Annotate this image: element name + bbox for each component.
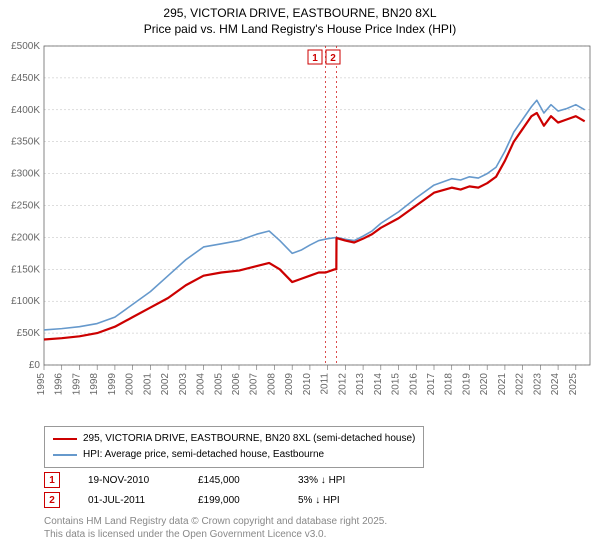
chart-container: 295, VICTORIA DRIVE, EASTBOURNE, BN20 8X… <box>0 0 600 560</box>
svg-text:£200K: £200K <box>11 232 40 243</box>
transaction-row: 1 19-NOV-2010 £145,000 33% ↓ HPI <box>44 470 418 490</box>
svg-text:2014: 2014 <box>373 373 384 396</box>
legend-row: HPI: Average price, semi-detached house,… <box>53 447 415 463</box>
title-line-2: Price paid vs. HM Land Registry's House … <box>144 22 456 36</box>
marker-number-icon: 2 <box>44 492 60 508</box>
svg-text:2000: 2000 <box>125 373 136 396</box>
chart-title: 295, VICTORIA DRIVE, EASTBOURNE, BN20 8X… <box>0 0 600 37</box>
svg-text:£0: £0 <box>29 360 41 371</box>
svg-text:2: 2 <box>330 53 336 64</box>
legend-swatch <box>53 438 77 440</box>
svg-text:2001: 2001 <box>142 373 153 396</box>
svg-text:2006: 2006 <box>231 373 242 396</box>
svg-text:2002: 2002 <box>160 373 171 396</box>
svg-text:2017: 2017 <box>426 373 437 396</box>
transaction-row: 2 01-JUL-2011 £199,000 5% ↓ HPI <box>44 490 418 510</box>
svg-text:2024: 2024 <box>550 373 561 396</box>
svg-text:2025: 2025 <box>568 373 579 396</box>
svg-text:2012: 2012 <box>337 373 348 396</box>
svg-text:1995: 1995 <box>36 373 47 396</box>
svg-text:2003: 2003 <box>178 373 189 396</box>
svg-text:1: 1 <box>312 53 318 64</box>
svg-text:2013: 2013 <box>355 373 366 396</box>
attribution: Contains HM Land Registry data © Crown c… <box>44 515 387 541</box>
legend-label: 295, VICTORIA DRIVE, EASTBOURNE, BN20 8X… <box>83 431 415 447</box>
transaction-date: 19-NOV-2010 <box>88 475 198 486</box>
svg-text:£350K: £350K <box>11 137 40 148</box>
svg-text:2023: 2023 <box>532 373 543 396</box>
svg-text:2015: 2015 <box>391 373 402 396</box>
transaction-markers: 1 19-NOV-2010 £145,000 33% ↓ HPI 2 01-JU… <box>44 470 418 510</box>
svg-text:1996: 1996 <box>54 373 65 396</box>
svg-text:£250K: £250K <box>11 201 40 212</box>
transaction-date: 01-JUL-2011 <box>88 495 198 506</box>
attribution-line-2: This data is licensed under the Open Gov… <box>44 529 326 540</box>
svg-text:1999: 1999 <box>107 373 118 396</box>
svg-text:2021: 2021 <box>497 373 508 396</box>
transaction-diff: 5% ↓ HPI <box>298 495 418 506</box>
svg-text:1997: 1997 <box>71 373 82 396</box>
svg-text:2019: 2019 <box>461 373 472 396</box>
legend-swatch <box>53 454 77 456</box>
svg-text:£150K: £150K <box>11 264 40 275</box>
svg-text:2016: 2016 <box>408 373 419 396</box>
legend-row: 295, VICTORIA DRIVE, EASTBOURNE, BN20 8X… <box>53 431 415 447</box>
attribution-line-1: Contains HM Land Registry data © Crown c… <box>44 516 387 527</box>
svg-text:2005: 2005 <box>213 373 224 396</box>
title-line-1: 295, VICTORIA DRIVE, EASTBOURNE, BN20 8X… <box>163 6 436 20</box>
transaction-price: £199,000 <box>198 495 298 506</box>
svg-text:2008: 2008 <box>266 373 277 396</box>
marker-number-icon: 1 <box>44 472 60 488</box>
chart-svg: £0 £50K £100K £150K £200K £250K £300K £350K £400… <box>0 40 600 420</box>
transaction-diff: 33% ↓ HPI <box>298 475 418 486</box>
transaction-price: £145,000 <box>198 475 298 486</box>
svg-text:2020: 2020 <box>479 373 490 396</box>
svg-text:£450K: £450K <box>11 73 40 84</box>
svg-text:£500K: £500K <box>11 41 40 52</box>
chart-area: £0 £50K £100K £150K £200K £250K £300K £350K £400… <box>0 40 600 420</box>
legend: 295, VICTORIA DRIVE, EASTBOURNE, BN20 8X… <box>44 426 424 468</box>
svg-text:2004: 2004 <box>196 373 207 396</box>
svg-text:2010: 2010 <box>302 373 313 396</box>
legend-label: HPI: Average price, semi-detached house,… <box>83 447 324 463</box>
svg-text:2007: 2007 <box>249 373 260 396</box>
svg-text:£400K: £400K <box>11 105 40 116</box>
svg-text:2022: 2022 <box>515 373 526 396</box>
svg-text:2018: 2018 <box>444 373 455 396</box>
svg-text:1998: 1998 <box>89 373 100 396</box>
svg-text:£300K: £300K <box>11 169 40 180</box>
svg-text:£100K: £100K <box>11 296 40 307</box>
svg-text:2011: 2011 <box>320 373 331 395</box>
svg-text:2009: 2009 <box>284 373 295 396</box>
svg-text:£50K: £50K <box>17 328 41 339</box>
